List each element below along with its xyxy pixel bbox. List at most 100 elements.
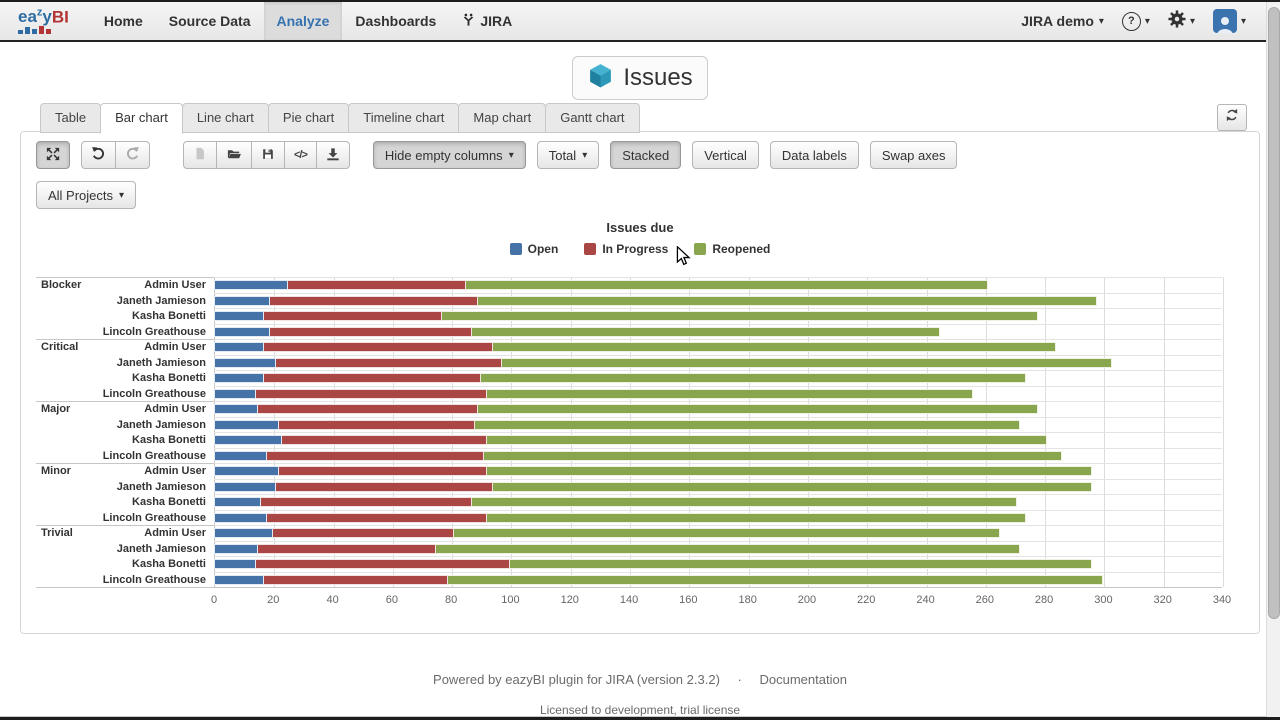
bar-segment-in-progress[interactable] [255,388,487,399]
bar-segment-reopened[interactable] [477,295,1098,306]
bar-segment-reopened[interactable] [471,497,1018,508]
export-button[interactable] [315,141,350,169]
tab-gantt-chart[interactable]: Gantt chart [545,103,640,133]
bar-segment-reopened[interactable] [492,342,1056,353]
total-button[interactable]: Total ▾ [536,141,600,169]
legend-item-reopened[interactable]: Reopened [694,242,770,256]
user-menu[interactable]: ▾ [1212,9,1246,33]
legend-item-in-progress[interactable]: In Progress [584,242,668,256]
fullscreen-button[interactable] [36,141,70,169]
bar-segment-in-progress[interactable] [282,435,487,446]
nav-item-dashboards[interactable]: Dashboards [342,2,449,40]
bar-segment-reopened[interactable] [454,528,1000,539]
bar-segment-reopened[interactable] [477,404,1039,415]
bar-segment-open[interactable] [214,466,280,477]
bar-segment-in-progress[interactable] [279,419,475,430]
footer-divider [0,716,1280,717]
page-scrollbar-track[interactable] [1266,2,1280,717]
bar-segment-open[interactable] [214,280,289,291]
bar-segment-reopened[interactable] [510,559,1092,570]
tab-bar-chart[interactable]: Bar chart [100,103,183,134]
vertical-button[interactable]: Vertical [692,141,759,169]
nav-item-analyze[interactable]: Analyze [263,2,343,40]
bar-segment-in-progress[interactable] [267,450,484,461]
bar-segment-in-progress[interactable] [264,311,443,322]
bar-segment-in-progress[interactable] [270,295,478,306]
help-menu[interactable]: ? ▾ [1121,11,1150,31]
bar-segment-open[interactable] [214,528,274,539]
bar-segment-reopened[interactable] [486,512,1027,523]
nav-item-jira[interactable]: JIRA [449,2,525,40]
refresh-button[interactable] [1217,104,1247,131]
new-report-button[interactable] [183,141,217,169]
bar-segment-open[interactable] [214,295,271,306]
bar-segment-in-progress[interactable] [279,466,487,477]
tab-pie-chart[interactable]: Pie chart [267,103,350,133]
bar-segment-in-progress[interactable] [273,528,455,539]
bar-segment-reopened[interactable] [483,450,1062,461]
bar-segment-open[interactable] [214,559,256,570]
hide-empty-columns-button[interactable]: Hide empty columns ▾ [372,141,526,169]
open-report-button[interactable] [216,141,252,169]
bar-segment-open[interactable] [214,497,262,508]
bar-segment-reopened[interactable] [486,388,973,399]
eazybi-logo[interactable]: eazyBI [18,7,69,35]
bar-segment-reopened[interactable] [471,326,941,337]
save-report-button[interactable] [251,141,285,169]
settings-menu[interactable]: ▾ [1168,9,1195,33]
bar-segment-reopened[interactable] [448,574,1104,585]
bar-segment-in-progress[interactable] [258,543,437,554]
account-menu[interactable]: JIRA demo ▾ [1021,13,1104,29]
undo-button[interactable] [81,141,116,169]
nav-item-source-data[interactable]: Source Data [156,2,264,40]
bar-segment-in-progress[interactable] [276,357,502,368]
bar-segment-reopened[interactable] [480,373,1027,384]
all-projects-dropdown[interactable]: All Projects ▾ [36,181,137,209]
embed-code-button[interactable]: </> [284,141,317,169]
bar-segment-open[interactable] [214,326,271,337]
tab-line-chart[interactable]: Line chart [181,103,269,133]
bar-segment-reopened[interactable] [501,357,1113,368]
bar-segment-in-progress[interactable] [258,404,478,415]
nav-item-home[interactable]: Home [91,2,156,40]
bar-segment-in-progress[interactable] [264,342,493,353]
bar-segment-reopened[interactable] [442,311,1039,322]
swap-axes-button[interactable]: Swap axes [869,141,958,169]
bar-segment-in-progress[interactable] [261,497,472,508]
bar-segment-in-progress[interactable] [288,280,466,291]
bar-segment-reopened[interactable] [465,280,988,291]
bar-segment-open[interactable] [214,435,283,446]
bar-segment-open[interactable] [214,388,256,399]
bar-segment-open[interactable] [214,342,265,353]
bar-segment-open[interactable] [214,512,268,523]
bar-segment-in-progress[interactable] [267,512,487,523]
bar-segment-open[interactable] [214,481,277,492]
data-labels-button[interactable]: Data labels [769,141,859,169]
bar-segment-in-progress[interactable] [264,574,449,585]
bar-segment-reopened[interactable] [474,419,1021,430]
bar-segment-in-progress[interactable] [276,481,493,492]
bar-segment-in-progress[interactable] [255,559,511,570]
bar-segment-open[interactable] [214,450,268,461]
bar-segment-open[interactable] [214,373,265,384]
tab-map-chart[interactable]: Map chart [458,103,547,133]
stacked-button[interactable]: Stacked [610,141,682,169]
bar-segment-in-progress[interactable] [270,326,472,337]
bar-segment-open[interactable] [214,574,265,585]
tab-table[interactable]: Table [40,103,102,133]
redo-button[interactable] [115,141,150,169]
page-scrollbar-thumb[interactable] [1268,7,1280,619]
legend-item-open[interactable]: Open [509,242,558,256]
bar-segment-open[interactable] [214,357,277,368]
bar-segment-open[interactable] [214,404,259,415]
documentation-link[interactable]: Documentation [759,672,847,687]
bar-segment-open[interactable] [214,419,280,430]
tab-timeline-chart[interactable]: Timeline chart [348,103,460,133]
bar-segment-open[interactable] [214,543,259,554]
bar-segment-in-progress[interactable] [264,373,481,384]
bar-segment-reopened[interactable] [486,466,1092,477]
bar-segment-open[interactable] [214,311,265,322]
bar-segment-reopened[interactable] [436,543,1021,554]
bar-segment-reopened[interactable] [486,435,1048,446]
bar-segment-reopened[interactable] [492,481,1092,492]
